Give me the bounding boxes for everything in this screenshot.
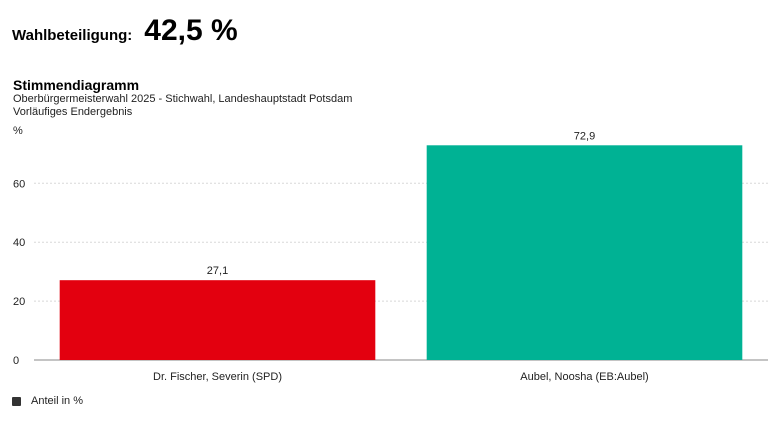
x-tick-label: Dr. Fischer, Severin (SPD) <box>153 371 282 383</box>
turnout: Wahlbeteiligung: 42,5 % <box>12 14 238 48</box>
y-tick-label: 40 <box>13 237 25 249</box>
chart-note: Vorläufiges Endergebnis <box>13 106 133 118</box>
data-label: 72,9 <box>574 130 595 142</box>
turnout-value: 42,5 % <box>144 14 238 47</box>
bar <box>59 280 376 360</box>
legend-swatch <box>12 396 21 406</box>
bar <box>426 145 743 360</box>
data-label: 27,1 <box>207 265 228 277</box>
x-tick-label: Aubel, Noosha (EB:Aubel) <box>520 371 648 383</box>
chart-title: Stimmendiagramm <box>13 77 140 93</box>
y-tick-label: 20 <box>13 296 25 308</box>
chart-subtitle: Oberbürgermeisterwahl 2025 - Stichwahl, … <box>13 93 353 105</box>
y-tick-label: 60 <box>13 178 25 190</box>
legend-label: Anteil in % <box>31 395 83 407</box>
turnout-label: Wahlbeteiligung: <box>12 27 133 44</box>
y-tick-label: 0 <box>13 355 19 367</box>
legend[interactable]: Anteil in % <box>12 395 83 407</box>
y-axis-label: % <box>13 125 23 137</box>
